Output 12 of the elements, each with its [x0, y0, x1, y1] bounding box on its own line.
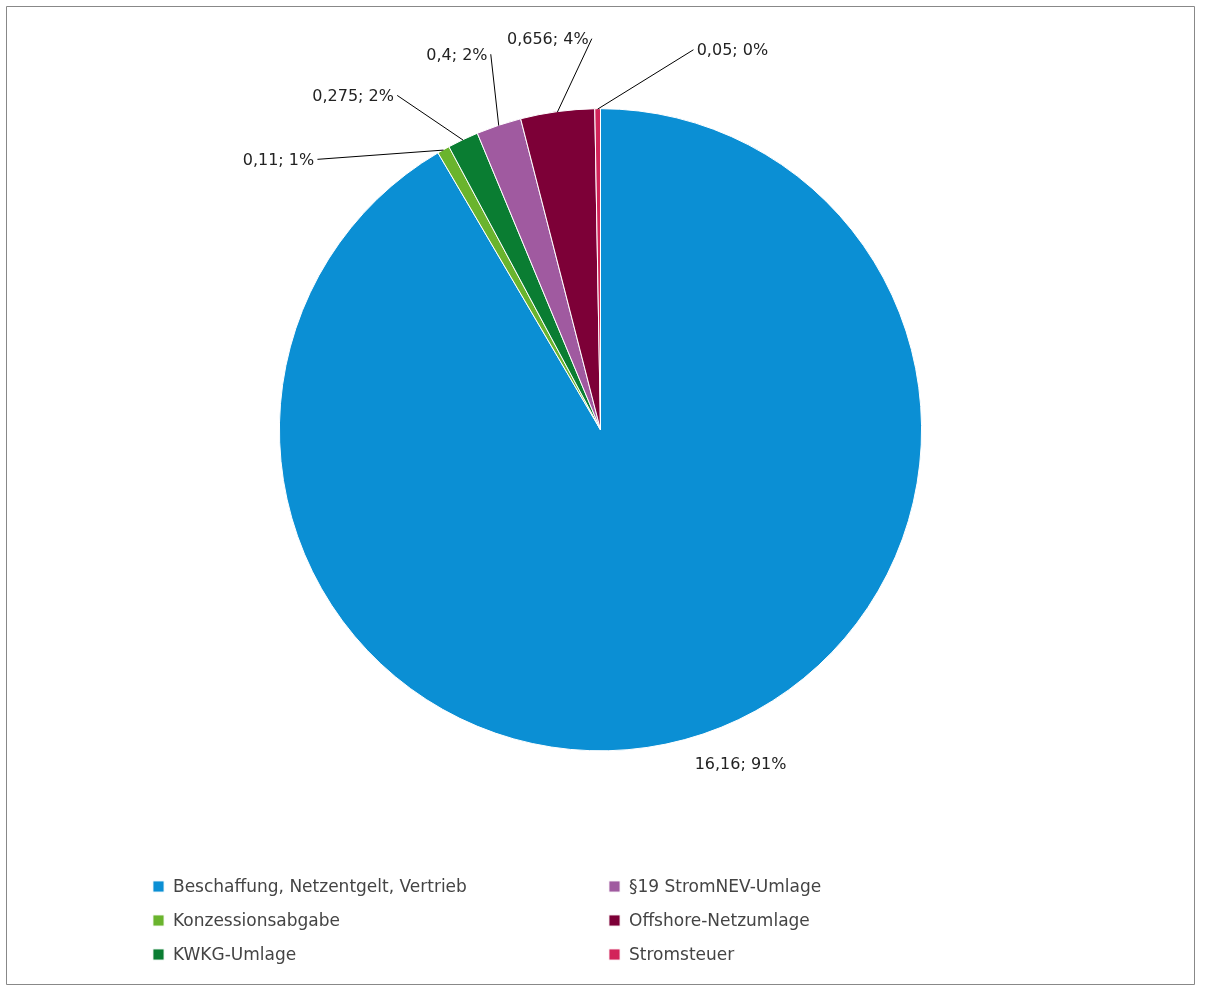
legend-label: Stromsteuer	[629, 944, 736, 964]
legend-label: KWKG-Umlage	[173, 944, 298, 964]
data-label: 0,4; 2%	[426, 44, 488, 64]
legend-label: Beschaffung, Netzentgelt, Vertrieb	[173, 876, 468, 896]
legend-label: Konzessionsabgabe	[173, 910, 341, 930]
data-label: 0,656; 4%	[506, 29, 589, 49]
data-label: 0,05; 0%	[696, 40, 769, 60]
data-label: 0,275; 2%	[312, 85, 394, 105]
data-label: 0,11; 1%	[242, 149, 315, 169]
legend-label: Offshore-Netzumlage	[629, 910, 811, 930]
legend-label: §19 StromNEV-Umlage	[629, 876, 823, 896]
data-label: 16,16; 91%	[694, 754, 787, 774]
